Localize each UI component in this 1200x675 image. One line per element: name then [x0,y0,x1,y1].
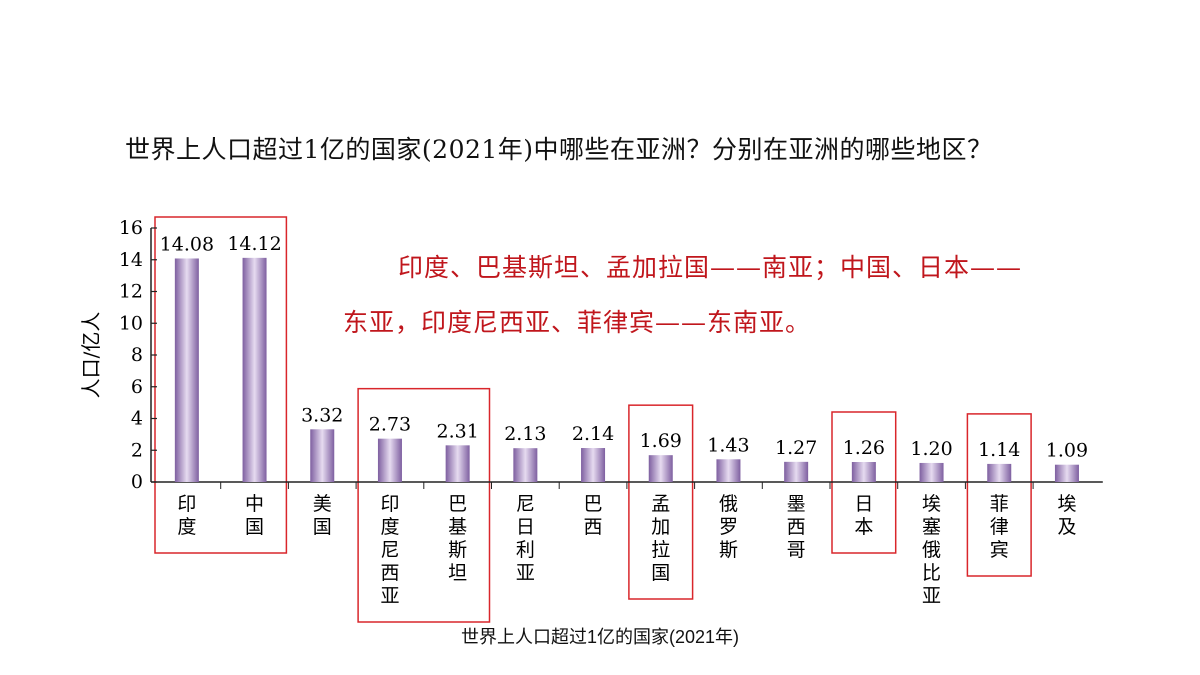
value-label: 2.73 [369,414,411,436]
chart-caption: 世界上人口超过1亿的国家(2021年) [460,627,740,647]
bar-巴基斯坦 [445,445,470,482]
highlight-box-印度-中国 [154,216,288,554]
bar-尼日利亚 [513,448,538,482]
value-label: 2.13 [504,423,546,445]
category-label: 印度 [177,493,196,538]
bar-印度尼西亚 [377,438,402,482]
category-label: 巴基斯坦 [448,493,467,584]
category-label: 埃塞俄比亚 [922,493,941,607]
bar-孟加拉国 [648,455,673,482]
category-label: 巴西 [584,493,603,538]
bar-埃塞俄比亚 [919,462,944,482]
value-label: 2.14 [572,423,614,445]
category-label: 墨西哥 [787,493,806,561]
bar-日本 [851,461,876,482]
highlight-box-孟加拉国 [628,404,694,600]
bar-巴西 [581,448,606,482]
value-label: 1.27 [775,437,817,459]
value-label: 3.32 [301,404,343,426]
y-tick-label: 6 [131,376,143,398]
y-tick-label: 8 [131,344,143,366]
y-tick-label: 14 [119,249,143,271]
category-label: 埃及 [1057,493,1076,538]
answer-line-1: 印度、巴基斯坦、孟加拉国——南亚；中国、日本—— [398,253,1023,282]
value-label: 1.43 [707,434,749,456]
value-label: 1.26 [843,437,885,459]
bar-印度 [174,258,199,482]
y-tick-label: 2 [131,439,143,461]
y-tick-label: 4 [131,408,143,430]
category-label: 日本 [854,493,873,538]
bar-菲律宾 [987,463,1012,482]
category-label: 中国 [245,493,264,538]
y-tick-label: 0 [131,471,143,493]
y-tick-label: 12 [119,281,143,303]
bar-俄罗斯 [716,459,741,482]
y-tick-label: 16 [119,217,143,239]
highlight-box-菲律宾 [966,413,1032,577]
category-label: 印度尼西亚 [380,493,399,607]
question-text: 世界上人口超过1亿的国家(2021年)中哪些在亚洲？分别在亚洲的哪些地区？ [125,135,993,164]
category-label: 美国 [313,493,332,538]
highlight-box-印度尼西亚-巴基斯坦 [357,387,491,623]
value-label: 14.08 [160,233,214,255]
bar-墨西哥 [784,461,809,482]
category-label: 俄罗斯 [719,493,738,561]
category-label: 孟加拉国 [651,493,670,584]
y-axis-label: 人口/亿人 [79,312,103,399]
value-label: 1.69 [640,430,682,452]
category-label: 菲律宾 [990,493,1009,561]
category-label: 尼日利亚 [516,493,535,584]
y-tick-label: 10 [119,312,143,334]
value-label: 1.20 [910,438,952,460]
value-label: 1.09 [1046,440,1088,462]
answer-line-2: 东亚，印度尼西亚、菲律宾——东南亚。 [343,308,812,337]
bar-埃及 [1054,464,1079,482]
bar-中国 [242,257,267,482]
bar-美国 [310,429,335,482]
value-label: 2.31 [436,420,478,442]
value-label: 14.12 [227,233,281,255]
value-label: 1.14 [978,439,1020,461]
